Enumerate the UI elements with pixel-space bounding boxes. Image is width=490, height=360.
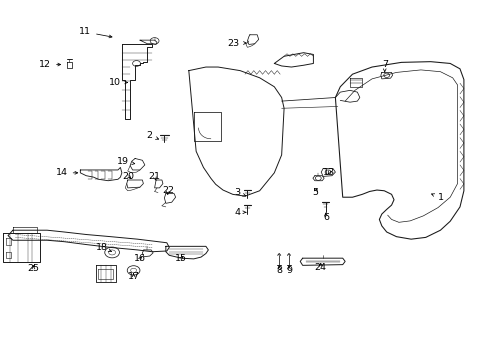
- Text: 9: 9: [286, 266, 292, 275]
- Text: 4: 4: [234, 208, 246, 217]
- Text: 10: 10: [109, 78, 127, 87]
- Text: 1: 1: [432, 193, 444, 202]
- Text: 7: 7: [382, 60, 388, 72]
- Text: 21: 21: [148, 172, 161, 181]
- Text: 11: 11: [79, 27, 112, 38]
- Text: 15: 15: [174, 255, 187, 264]
- Text: 8: 8: [276, 266, 282, 275]
- Text: 5: 5: [313, 188, 318, 197]
- Text: 18: 18: [96, 243, 111, 252]
- Text: 2: 2: [146, 131, 159, 140]
- Text: 24: 24: [315, 263, 327, 273]
- Text: 3: 3: [234, 188, 246, 197]
- Text: 16: 16: [134, 255, 146, 264]
- Text: 12: 12: [39, 60, 61, 69]
- Text: 6: 6: [323, 213, 329, 222]
- Text: 19: 19: [117, 157, 135, 166]
- Text: 25: 25: [27, 265, 39, 274]
- Text: 22: 22: [162, 186, 174, 195]
- Text: 23: 23: [227, 39, 246, 48]
- Text: 20: 20: [122, 172, 135, 181]
- Text: 17: 17: [127, 272, 140, 281]
- Text: 14: 14: [56, 168, 78, 177]
- Text: 13: 13: [323, 168, 335, 177]
